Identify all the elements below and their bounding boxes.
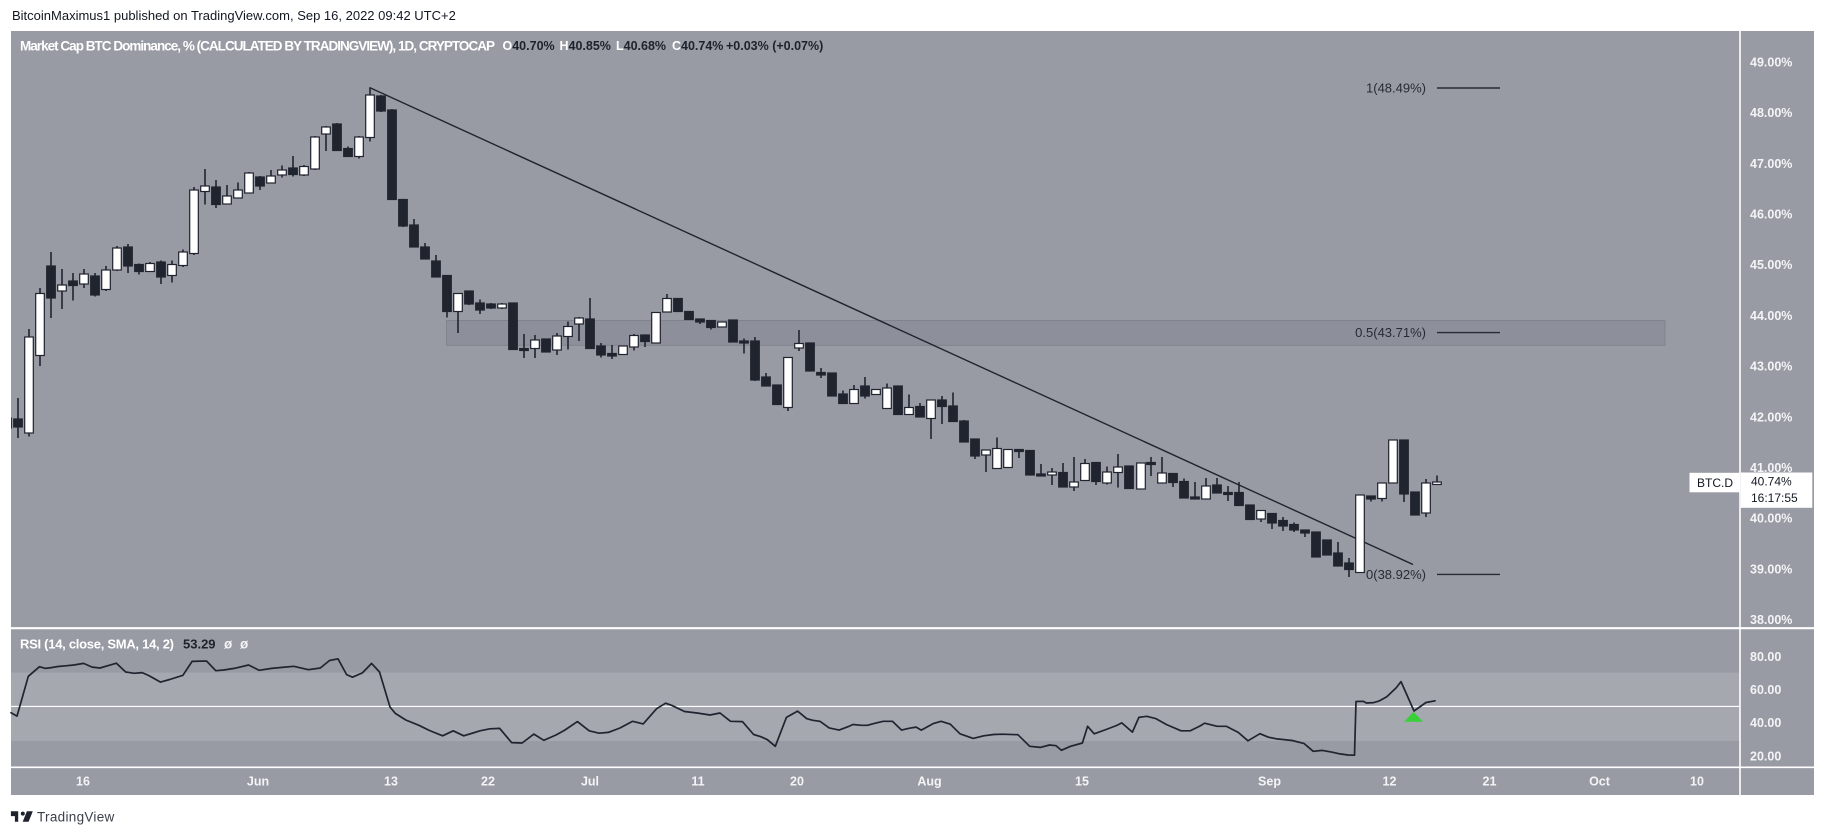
svg-text:20: 20 bbox=[790, 775, 804, 789]
svg-text:46.00%: 46.00% bbox=[1750, 208, 1792, 222]
svg-text:40.00: 40.00 bbox=[1750, 716, 1781, 730]
svg-text:41.00%: 41.00% bbox=[1750, 461, 1792, 475]
svg-text:Sep: Sep bbox=[1258, 775, 1281, 789]
svg-text:ø: ø bbox=[224, 637, 233, 652]
svg-text:12: 12 bbox=[1383, 775, 1397, 789]
svg-text:38.00%: 38.00% bbox=[1750, 613, 1792, 627]
svg-text:0.5(43.71%): 0.5(43.71%) bbox=[1355, 325, 1426, 340]
svg-text:ø: ø bbox=[240, 637, 249, 652]
svg-text:16: 16 bbox=[76, 775, 90, 789]
svg-text:60.00: 60.00 bbox=[1750, 683, 1781, 697]
svg-text:53.29: 53.29 bbox=[183, 637, 216, 652]
svg-text:TradingView: TradingView bbox=[37, 810, 115, 825]
svg-text:1(48.49%): 1(48.49%) bbox=[1366, 81, 1426, 96]
svg-text:48.00%: 48.00% bbox=[1750, 106, 1792, 120]
svg-text:+0.03% (+0.07%): +0.03% (+0.07%) bbox=[726, 39, 823, 53]
svg-text:49.00%: 49.00% bbox=[1750, 55, 1792, 69]
svg-text:Oct: Oct bbox=[1589, 775, 1611, 789]
svg-text:BTC.D: BTC.D bbox=[1697, 476, 1733, 490]
svg-text:0(38.92%): 0(38.92%) bbox=[1366, 567, 1426, 582]
svg-text:80.00: 80.00 bbox=[1750, 650, 1781, 664]
svg-text:Market Cap BTC Dominance, % (C: Market Cap BTC Dominance, % (CALCULATED … bbox=[20, 38, 495, 53]
svg-text:22: 22 bbox=[481, 775, 495, 789]
svg-text:15: 15 bbox=[1075, 775, 1089, 789]
svg-text:16:17:55: 16:17:55 bbox=[1751, 491, 1798, 505]
svg-text:Jul: Jul bbox=[581, 775, 599, 789]
svg-text:H40.85%: H40.85% bbox=[560, 39, 611, 53]
svg-text:44.00%: 44.00% bbox=[1750, 309, 1792, 323]
svg-text:BitcoinMaximus1 published on T: BitcoinMaximus1 published on TradingView… bbox=[12, 8, 456, 23]
svg-text:RSI (14, close, SMA, 14, 2): RSI (14, close, SMA, 14, 2) bbox=[20, 637, 174, 652]
svg-text:47.00%: 47.00% bbox=[1750, 157, 1792, 171]
svg-text:39.00%: 39.00% bbox=[1750, 562, 1792, 576]
svg-text:11: 11 bbox=[691, 775, 704, 789]
svg-text:10: 10 bbox=[1690, 775, 1704, 789]
svg-text:42.00%: 42.00% bbox=[1750, 410, 1792, 424]
svg-text:40.74%: 40.74% bbox=[1751, 474, 1792, 488]
svg-text:L40.68%: L40.68% bbox=[616, 39, 666, 53]
svg-text:20.00: 20.00 bbox=[1750, 749, 1781, 763]
svg-text:43.00%: 43.00% bbox=[1750, 360, 1792, 374]
svg-text:C40.74%: C40.74% bbox=[672, 39, 723, 53]
svg-text:O40.70%: O40.70% bbox=[503, 39, 555, 53]
svg-text:21: 21 bbox=[1483, 775, 1497, 789]
svg-text:Aug: Aug bbox=[917, 775, 941, 789]
svg-text:Jun: Jun bbox=[247, 775, 269, 789]
svg-text:13: 13 bbox=[384, 775, 398, 789]
svg-text:45.00%: 45.00% bbox=[1750, 258, 1792, 272]
svg-text:40.00%: 40.00% bbox=[1750, 512, 1792, 526]
